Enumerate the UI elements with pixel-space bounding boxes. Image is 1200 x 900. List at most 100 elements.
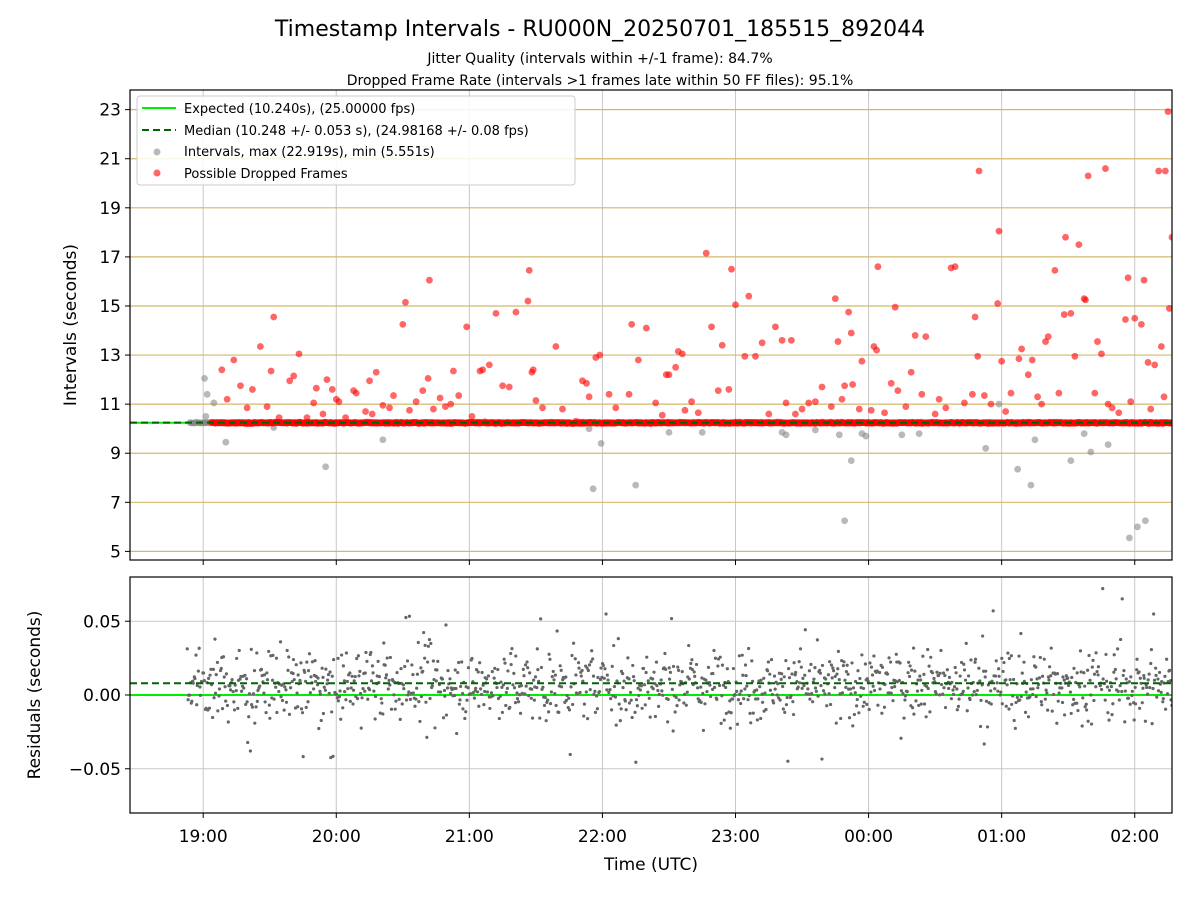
residual-point bbox=[638, 688, 642, 692]
dropped-frame-point bbox=[585, 393, 593, 401]
residual-point bbox=[666, 697, 670, 702]
dropped-frame-point bbox=[1067, 309, 1075, 317]
residual-point bbox=[270, 678, 275, 682]
residual-point bbox=[660, 689, 664, 693]
residual-point bbox=[1150, 722, 1154, 726]
residual-point bbox=[755, 688, 759, 692]
residual-point bbox=[722, 718, 726, 722]
residual-point bbox=[1015, 695, 1019, 700]
residual-point bbox=[359, 726, 363, 730]
residual-point bbox=[1086, 719, 1090, 723]
residual-point bbox=[350, 674, 354, 678]
residual-point bbox=[232, 700, 236, 704]
residual-point bbox=[955, 687, 959, 691]
residual-point bbox=[862, 700, 866, 704]
residual-point bbox=[779, 677, 783, 681]
dropped-frame-point bbox=[987, 400, 995, 408]
residual-point bbox=[397, 697, 401, 701]
residual-point bbox=[1083, 684, 1087, 688]
residual-point bbox=[684, 703, 688, 707]
residual-point bbox=[509, 651, 513, 656]
residual-point bbox=[966, 674, 971, 678]
residual-point bbox=[605, 688, 609, 692]
dropped-frame-point bbox=[942, 404, 950, 412]
residual-point bbox=[429, 641, 433, 646]
residual-point bbox=[588, 688, 592, 692]
dropped-frame-point bbox=[1144, 359, 1152, 366]
residual-point bbox=[772, 674, 777, 678]
residual-point bbox=[1011, 677, 1016, 682]
residual-point bbox=[786, 666, 791, 671]
interval-point bbox=[1031, 436, 1039, 444]
residual-point bbox=[492, 676, 496, 680]
residual-point bbox=[474, 686, 478, 690]
residual-point bbox=[778, 698, 782, 702]
residual-point bbox=[1069, 711, 1073, 716]
residual-point bbox=[1060, 700, 1065, 705]
residual-point bbox=[1148, 686, 1152, 690]
residual-point bbox=[196, 669, 200, 673]
residual-point bbox=[656, 688, 660, 693]
dropped-frame-point bbox=[1044, 333, 1052, 341]
residual-point bbox=[1045, 691, 1049, 695]
residual-point bbox=[252, 668, 257, 673]
residual-point bbox=[858, 676, 862, 681]
residual-point bbox=[341, 706, 345, 710]
residual-point bbox=[541, 685, 545, 689]
residual-point bbox=[1126, 696, 1131, 700]
residual-point bbox=[990, 679, 994, 683]
residual-point bbox=[657, 692, 661, 696]
dropped-frame-point bbox=[718, 341, 726, 349]
x-axis-label: Time (UTC) bbox=[603, 855, 698, 875]
dropped-frame-point bbox=[1165, 305, 1172, 312]
dropped-frame-point bbox=[665, 371, 673, 379]
residual-point bbox=[573, 657, 577, 661]
residual-point bbox=[1002, 660, 1006, 665]
dropped-frame-point bbox=[424, 374, 432, 382]
residual-point bbox=[201, 671, 206, 675]
residual-point bbox=[1089, 722, 1094, 726]
residual-point bbox=[989, 702, 993, 706]
x-tick-label: 02:00 bbox=[1110, 827, 1159, 847]
residual-point bbox=[813, 665, 817, 670]
residual-point bbox=[1084, 702, 1088, 706]
residual-point bbox=[758, 685, 762, 689]
residual-point bbox=[1159, 690, 1163, 694]
interval-point bbox=[665, 428, 673, 436]
residual-point bbox=[827, 660, 832, 664]
residual-point bbox=[922, 702, 927, 706]
residual-point bbox=[499, 680, 503, 684]
dropped-frame-point bbox=[787, 336, 795, 344]
residual-point bbox=[760, 692, 764, 696]
residual-point bbox=[1029, 678, 1034, 682]
residual-point bbox=[851, 724, 855, 728]
residual-point bbox=[1047, 678, 1051, 682]
residual-point bbox=[310, 660, 315, 664]
dropped-frame-point bbox=[834, 338, 842, 345]
residual-point bbox=[1092, 672, 1097, 676]
residual-point bbox=[955, 708, 959, 712]
residual-point bbox=[954, 671, 958, 675]
residual-point bbox=[856, 669, 860, 673]
residual-point bbox=[1061, 675, 1065, 679]
residual-point bbox=[1135, 668, 1139, 672]
dropped-frame-point bbox=[275, 414, 283, 422]
residual-point bbox=[823, 692, 827, 696]
dropped-frame-point bbox=[1091, 389, 1099, 397]
residual-point bbox=[280, 698, 285, 703]
residual-point bbox=[546, 698, 550, 702]
residual-point bbox=[803, 673, 807, 677]
dropped-frame-point bbox=[257, 343, 264, 350]
residual-point bbox=[855, 697, 859, 702]
residual-point bbox=[283, 685, 287, 689]
residual-point bbox=[1122, 669, 1126, 673]
residual-point bbox=[468, 692, 473, 696]
residual-point bbox=[903, 698, 907, 702]
dropped-frame-point bbox=[430, 405, 437, 413]
residual-point bbox=[519, 683, 524, 688]
residual-point bbox=[582, 702, 587, 706]
residual-point bbox=[279, 695, 283, 699]
residual-point bbox=[1005, 683, 1009, 687]
residual-point bbox=[238, 677, 242, 681]
legend: Expected (10.240s), (25.00000 fps) Media… bbox=[136, 95, 576, 186]
